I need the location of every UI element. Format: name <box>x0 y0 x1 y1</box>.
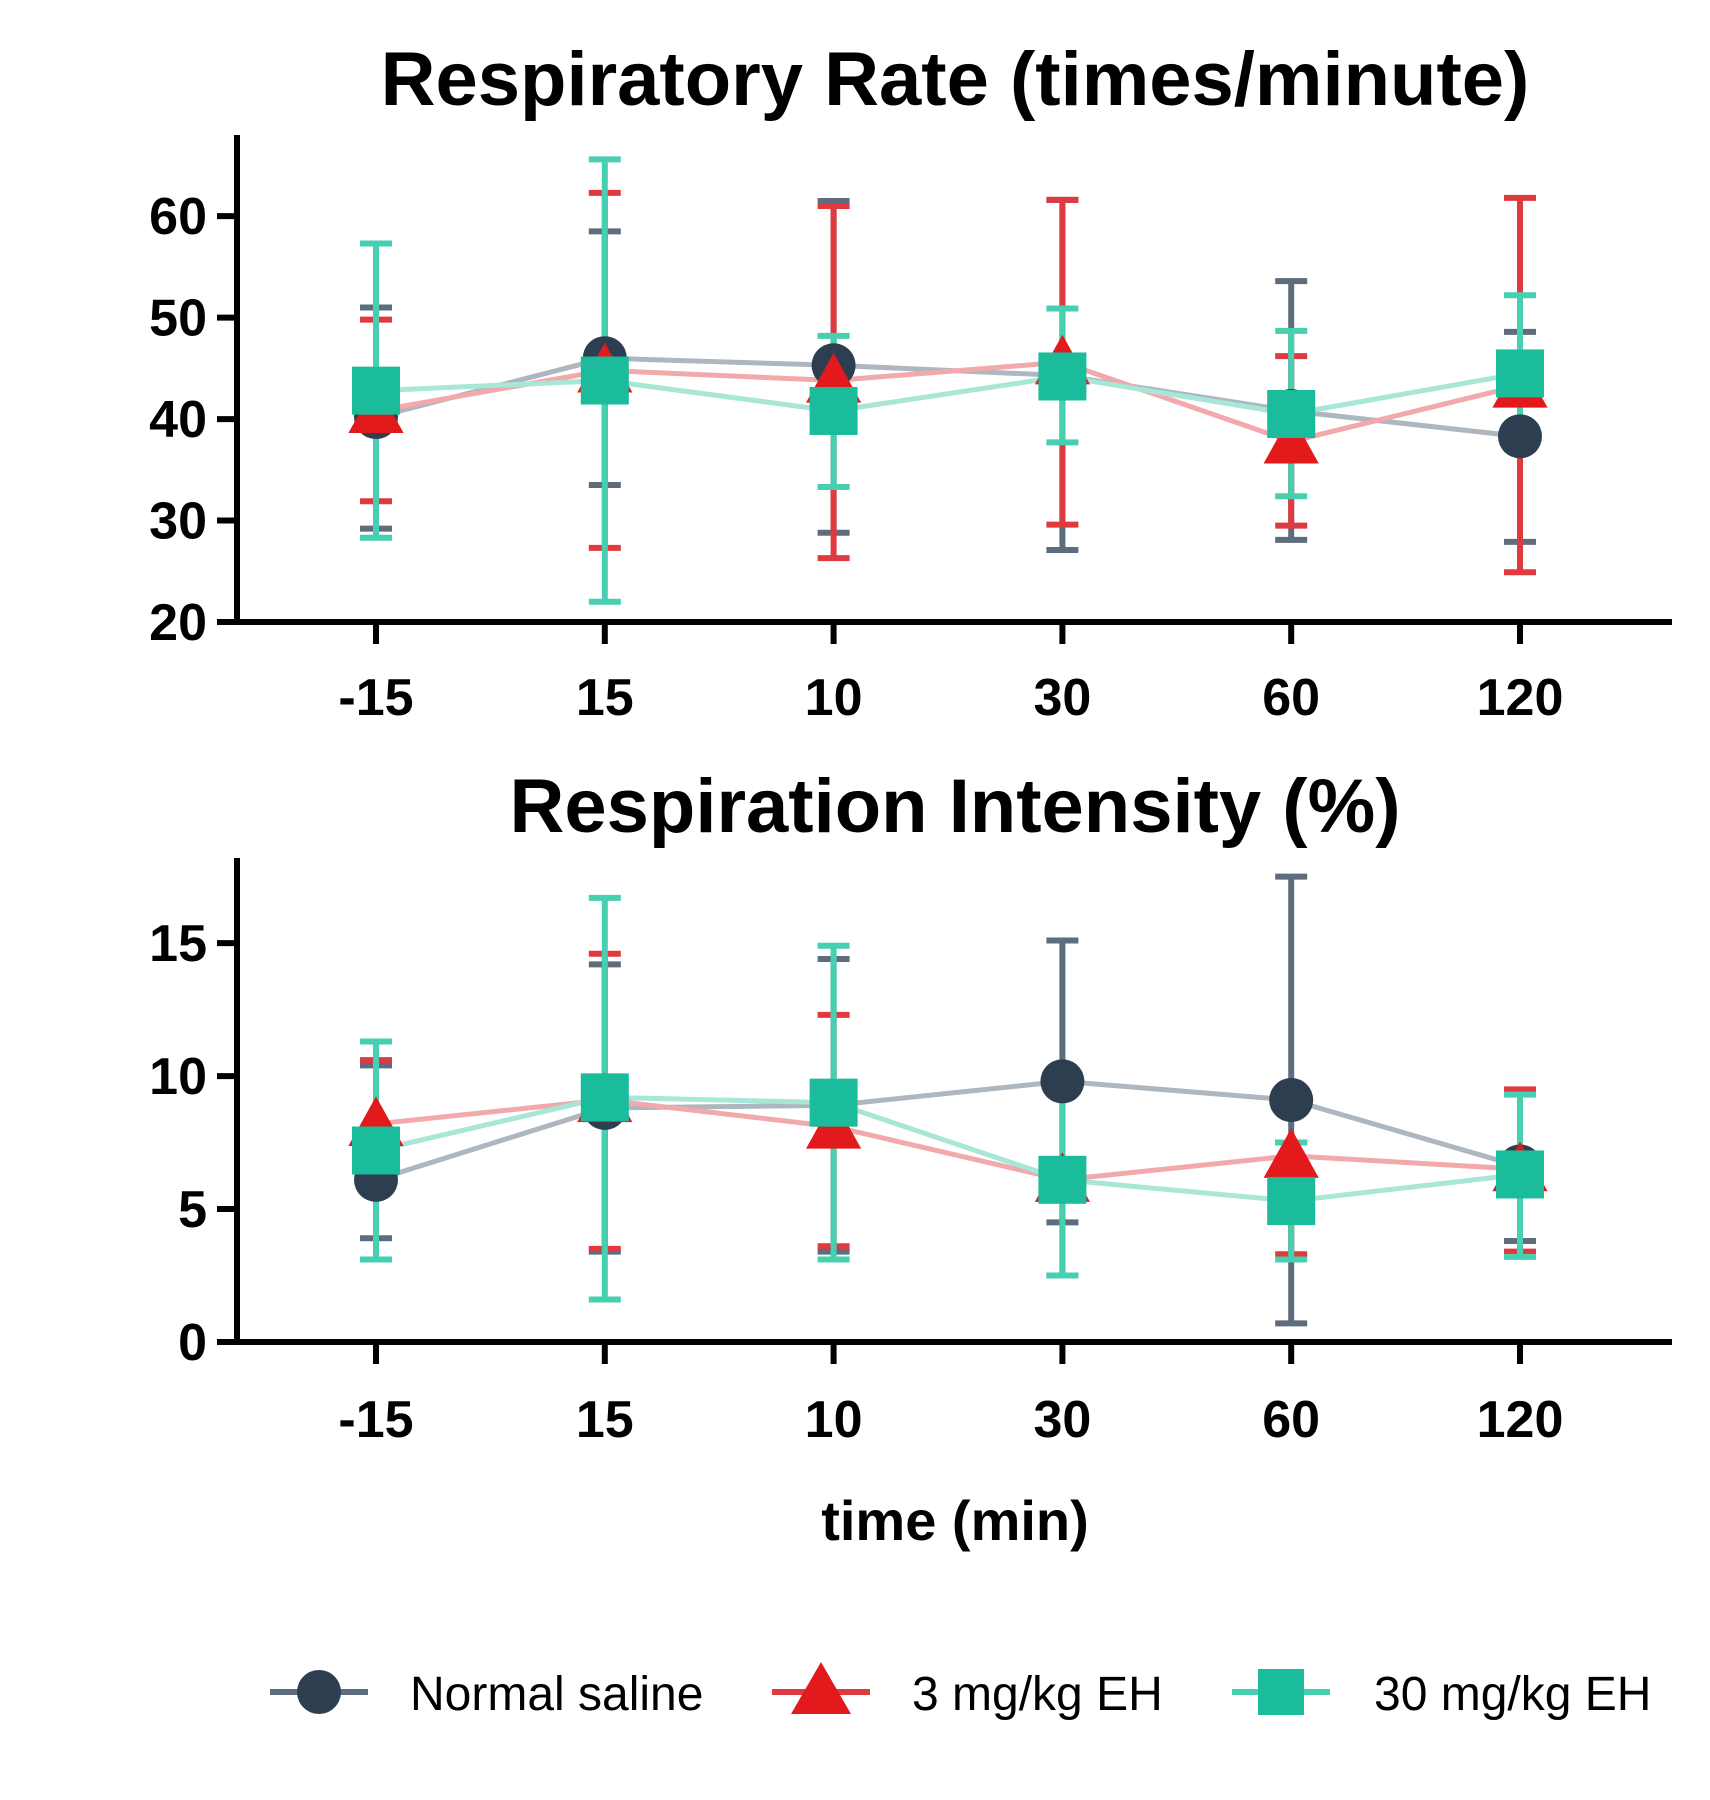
data-point <box>580 1073 629 1122</box>
x-tick-label: 10 <box>805 669 863 727</box>
x-axis-label: time (min) <box>821 1489 1089 1552</box>
data-point <box>1496 1150 1544 1199</box>
triangle-icon <box>791 1662 851 1714</box>
legend: Normal saline 3 mg/kg EH 30 mg/kg EH <box>270 1662 1651 1721</box>
respiration-intensity-panel: Respiration Intensity (%) 0 5 10 15 -15 15 10 3… <box>149 764 1672 1552</box>
y-tick-label: 30 <box>149 493 207 551</box>
y-tick-label: 50 <box>149 290 207 348</box>
data-point <box>1267 390 1316 439</box>
data-point <box>809 1078 858 1127</box>
x-tick-label: -15 <box>338 1391 413 1449</box>
y-tick-label: 5 <box>178 1181 207 1239</box>
chart-title: Respiratory Rate (times/minute) <box>381 37 1530 122</box>
x-tick-label: 10 <box>805 1391 863 1449</box>
x-tick-label: 60 <box>1262 669 1320 727</box>
axes: 20 30 40 50 60 -15 15 10 30 60 120 <box>149 135 1672 727</box>
y-tick-label: 0 <box>178 1314 207 1372</box>
series-lines <box>375 355 1521 444</box>
data-points <box>348 334 1548 464</box>
circle-icon <box>297 1670 341 1714</box>
data-point <box>1498 414 1542 459</box>
axes: 0 5 10 15 -15 15 10 30 60 120 <box>149 858 1672 1449</box>
data-point <box>580 356 629 405</box>
data-points <box>348 1059 1548 1226</box>
x-tick-label: 120 <box>1477 669 1564 727</box>
data-point <box>1267 1177 1316 1226</box>
data-point <box>809 386 858 435</box>
x-tick-label: 15 <box>576 669 634 727</box>
respiratory-rate-panel: Respiratory Rate (times/minute) 20 30 40 50… <box>149 37 1672 727</box>
series-line <box>375 370 1521 417</box>
series-lines <box>375 1078 1521 1204</box>
x-tick-label: -15 <box>338 669 413 727</box>
square-icon <box>1258 1669 1304 1715</box>
y-tick-label: 60 <box>149 188 207 246</box>
x-tick-label: 60 <box>1262 1391 1320 1449</box>
series-line <box>375 1094 1521 1204</box>
legend-label: Normal saline <box>410 1668 703 1721</box>
legend-label: 3 mg/kg EH <box>912 1668 1163 1721</box>
legend-label: 30 mg/kg EH <box>1374 1668 1651 1721</box>
data-point <box>352 1126 400 1175</box>
y-tick-label: 10 <box>149 1048 207 1106</box>
x-tick-label: 15 <box>576 1391 634 1449</box>
x-tick-label: 120 <box>1477 1391 1564 1449</box>
data-point <box>1496 349 1544 398</box>
data-point <box>1038 352 1087 401</box>
legend-item-3mg-eh: 3 mg/kg EH <box>772 1662 1163 1721</box>
series-line <box>375 1078 1521 1183</box>
legend-item-normal-saline: Normal saline <box>270 1668 703 1721</box>
legend-item-30mg-eh: 30 mg/kg EH <box>1232 1668 1651 1721</box>
data-point <box>1263 413 1319 464</box>
chart-title: Respiration Intensity (%) <box>510 764 1401 849</box>
y-tick-label: 15 <box>149 915 207 973</box>
data-point <box>1040 1059 1085 1104</box>
data-point <box>352 366 400 415</box>
data-point <box>1038 1155 1087 1204</box>
y-tick-label: 40 <box>149 391 207 449</box>
series-line <box>375 359 1521 444</box>
x-tick-label: 30 <box>1033 669 1091 727</box>
error-bars <box>360 873 1536 1327</box>
data-point <box>1263 1128 1319 1178</box>
y-tick-label: 20 <box>149 594 207 652</box>
x-tick-label: 30 <box>1033 1391 1091 1449</box>
data-point <box>1269 1078 1314 1122</box>
